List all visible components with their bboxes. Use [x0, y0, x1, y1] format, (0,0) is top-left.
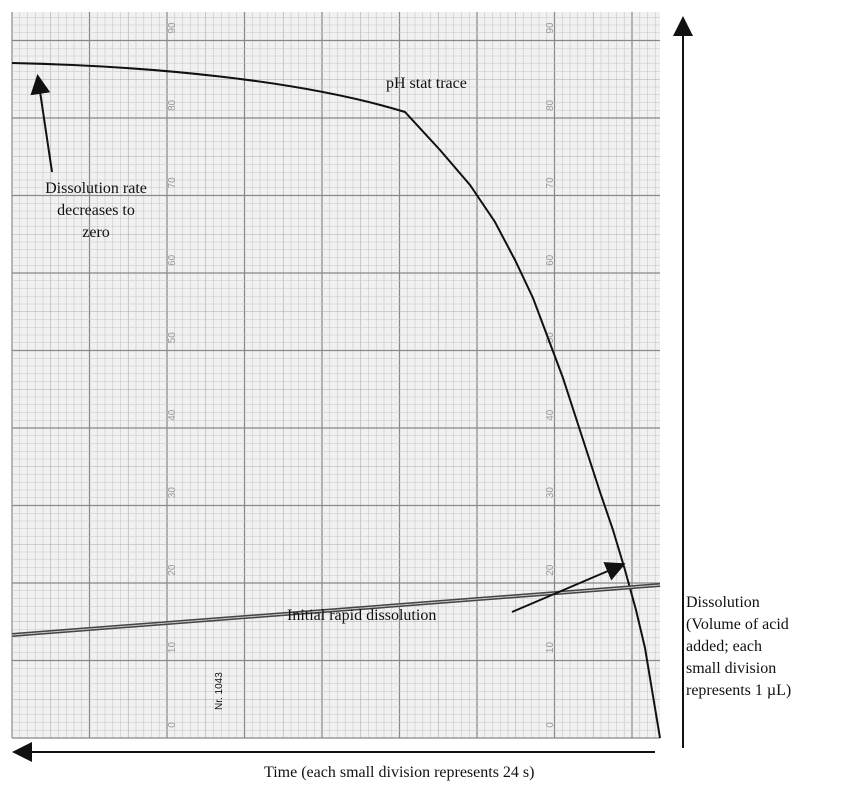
annotation-line: decreases to — [57, 202, 135, 219]
scale-label: 90 — [167, 22, 178, 34]
trace-label: pH stat trace — [386, 75, 467, 92]
scale-label: 0 — [167, 722, 178, 728]
scale-label: 90 — [545, 22, 556, 34]
scale-label: 80 — [167, 99, 178, 111]
scale-label: 30 — [545, 487, 556, 499]
scale-label: 0 — [545, 722, 556, 728]
scale-label: 10 — [545, 642, 556, 654]
scale-label: 70 — [167, 177, 178, 189]
scale-label: 10 — [167, 642, 178, 654]
scale-label: 50 — [167, 332, 178, 344]
scale-label: 40 — [167, 409, 178, 421]
initial-label: Initial rapid dissolution — [287, 607, 436, 624]
annotation-line: zero — [82, 224, 110, 241]
axis-label-line: added; each — [686, 638, 762, 655]
axis-label-line: represents 1 µL) — [686, 682, 791, 699]
figure: 90807060504030201009080706050403020100 p… — [0, 0, 846, 783]
scale-label: 20 — [167, 564, 178, 576]
page: 90807060504030201009080706050403020100 p… — [0, 0, 846, 788]
axis-label-line: (Volume of acid — [686, 616, 789, 633]
x-axis-label: Time (each small division represents 24 … — [264, 764, 534, 781]
scale-label: 30 — [167, 487, 178, 499]
annotation-line: Dissolution rate — [45, 180, 147, 197]
scale-label: 80 — [545, 99, 556, 111]
scale-label: 40 — [545, 409, 556, 421]
y-axis-label: Dissolution (Volume of acid added; each … — [686, 594, 791, 699]
axis-label-line: small division — [686, 660, 776, 677]
scale-label: 60 — [167, 254, 178, 266]
axis-label-line: Dissolution — [686, 594, 760, 611]
scale-label: 70 — [545, 177, 556, 189]
scale-label: 20 — [545, 564, 556, 576]
paper-number: Nr. 1043 — [214, 672, 225, 710]
scale-label: 60 — [545, 254, 556, 266]
